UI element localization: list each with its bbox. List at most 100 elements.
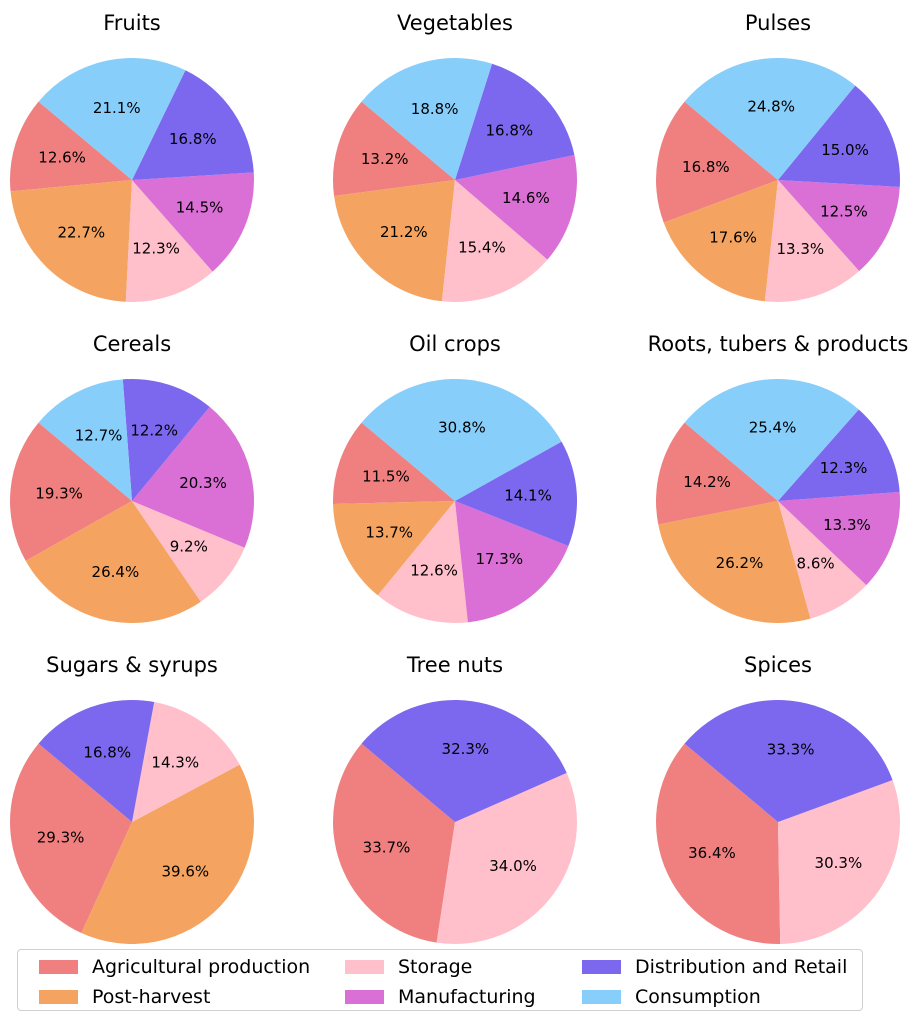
legend-swatch — [345, 990, 384, 1004]
slice-label: 13.2% — [361, 150, 409, 168]
slice-label: 22.7% — [58, 223, 106, 241]
chart-title: Oil crops — [409, 332, 501, 356]
slice-agricultural-production — [332, 422, 455, 504]
slice-agricultural-production — [333, 743, 455, 943]
slice-consumption — [684, 379, 859, 501]
legend-item-manufacturing: Manufacturing — [345, 986, 536, 1008]
slice-label: 16.8% — [682, 158, 730, 176]
slice-label: 34.0% — [489, 857, 537, 875]
slice-label: 13.7% — [365, 524, 413, 542]
slice-agricultural-production — [9, 422, 132, 561]
slice-label: 9.2% — [170, 538, 208, 556]
slice-manufacturing — [455, 154, 577, 260]
slice-storage — [377, 501, 468, 623]
legend: Agricultural production Post-harvest Sto… — [17, 949, 863, 1011]
slice-label: 32.3% — [442, 740, 490, 758]
slice-storage — [125, 180, 213, 302]
chart-title: Vegetables — [397, 11, 513, 35]
pie-sugars-syrups: Sugars & syrups 29.3% 39.6% 14.3% 16.8% — [9, 653, 254, 944]
slice-label: 8.6% — [797, 554, 835, 572]
slice-label: 29.3% — [37, 829, 85, 847]
slice-agricultural-production — [9, 101, 132, 192]
slice-label: 13.3% — [777, 240, 825, 258]
slice-manufacturing — [455, 501, 569, 623]
slice-label: 33.3% — [767, 740, 815, 758]
pie-tree-nuts: Tree nuts 33.7% 34.0% 32.3% — [333, 653, 577, 944]
legend-swatch — [582, 960, 621, 974]
slice-label: 39.6% — [161, 863, 209, 881]
slice-label: 12.2% — [130, 422, 178, 440]
slice-label: 12.6% — [38, 149, 86, 167]
slice-distribution-and-retail — [38, 699, 155, 822]
slice-label: 17.6% — [709, 228, 757, 246]
slice-label: 30.3% — [815, 854, 863, 872]
legend-item-storage: Storage — [345, 956, 472, 978]
slice-manufacturing — [778, 180, 900, 272]
slice-label: 17.3% — [475, 550, 523, 568]
slice-storage — [778, 780, 900, 944]
slice-storage — [436, 772, 577, 944]
slice-storage — [441, 180, 548, 302]
slice-distribution-and-retail — [778, 85, 900, 187]
slice-storage — [132, 501, 245, 602]
slice-label: 30.8% — [438, 419, 486, 437]
slice-label: 14.1% — [504, 487, 552, 505]
legend-item-consumption: Consumption — [582, 986, 761, 1008]
chart-title: Sugars & syrups — [46, 653, 218, 677]
slice-label: 25.4% — [749, 419, 797, 437]
slice-post-harvest — [10, 180, 132, 302]
slice-label: 36.4% — [688, 844, 736, 862]
slice-label: 12.6% — [410, 562, 458, 580]
slice-distribution-and-retail — [684, 700, 893, 822]
slice-storage — [764, 180, 860, 302]
pie-oil-crops: Oil crops 11.5% 13.7% 12.6% 17.3% 14.1% 30.8% — [332, 332, 577, 623]
chart-title: Roots, tubers & products — [648, 332, 909, 356]
pie-fruits: Fruits 12.6% 22.7% 12.3% 14.5% 16.8% 21.1% — [9, 11, 254, 302]
legend-label: Manufacturing — [398, 986, 536, 1008]
slice-agricultural-production — [656, 422, 778, 525]
slice-storage — [132, 702, 240, 822]
pie-cereals: Cereals 19.3% 26.4% 9.2% 20.3% 12.2% 12.7% — [9, 332, 254, 623]
slice-label: 21.2% — [380, 223, 428, 241]
slice-label: 14.6% — [502, 189, 550, 207]
slice-manufacturing — [132, 406, 254, 548]
legend-item-distribution-and-retail: Distribution and Retail — [582, 956, 847, 978]
slice-agricultural-production — [9, 743, 132, 933]
slice-label: 20.3% — [179, 474, 227, 492]
pie-vegetables: Vegetables 13.2% 21.2% 15.4% 14.6% 16.8% 18.8% — [332, 11, 577, 302]
chart-title: Cereals — [93, 332, 171, 356]
slice-post-harvest — [663, 180, 778, 302]
slice-label: 12.5% — [820, 202, 868, 220]
slice-post-harvest — [333, 501, 455, 596]
legend-swatch — [582, 990, 621, 1004]
slice-label: 14.3% — [151, 753, 199, 771]
legend-label: Distribution and Retail — [635, 956, 848, 978]
slice-distribution-and-retail — [778, 409, 900, 501]
slice-label: 19.3% — [35, 485, 83, 503]
legend-label: Consumption — [635, 986, 761, 1008]
slice-distribution-and-retail — [122, 379, 210, 501]
legend-label: Storage — [398, 956, 473, 978]
slice-label: 24.8% — [747, 98, 795, 116]
slice-label: 16.8% — [83, 744, 131, 762]
slice-manufacturing — [778, 491, 901, 586]
slice-label: 16.8% — [486, 121, 534, 139]
slice-consumption — [38, 379, 132, 501]
legend-swatch — [39, 960, 78, 974]
slice-consumption — [684, 58, 856, 180]
slice-consumption — [361, 379, 562, 501]
slice-distribution-and-retail — [455, 63, 575, 180]
slice-label: 14.2% — [683, 473, 731, 491]
slice-label: 26.4% — [92, 563, 140, 581]
slice-label: 18.8% — [411, 100, 459, 118]
pie-spices: Spices 36.4% 30.3% 33.3% — [656, 653, 900, 945]
slice-agricultural-production — [656, 743, 781, 945]
chart-title: Tree nuts — [406, 653, 503, 677]
pie-pulses: Pulses 16.8% 17.6% 13.3% 12.5% 15.0% 24.8% — [656, 11, 900, 302]
legend-label: Post-harvest — [92, 986, 211, 1008]
slice-distribution-and-retail — [361, 700, 567, 822]
slice-label: 12.3% — [132, 240, 180, 258]
slice-distribution-and-retail — [132, 70, 254, 180]
slice-label: 14.5% — [176, 199, 224, 217]
slice-post-harvest — [334, 180, 455, 302]
